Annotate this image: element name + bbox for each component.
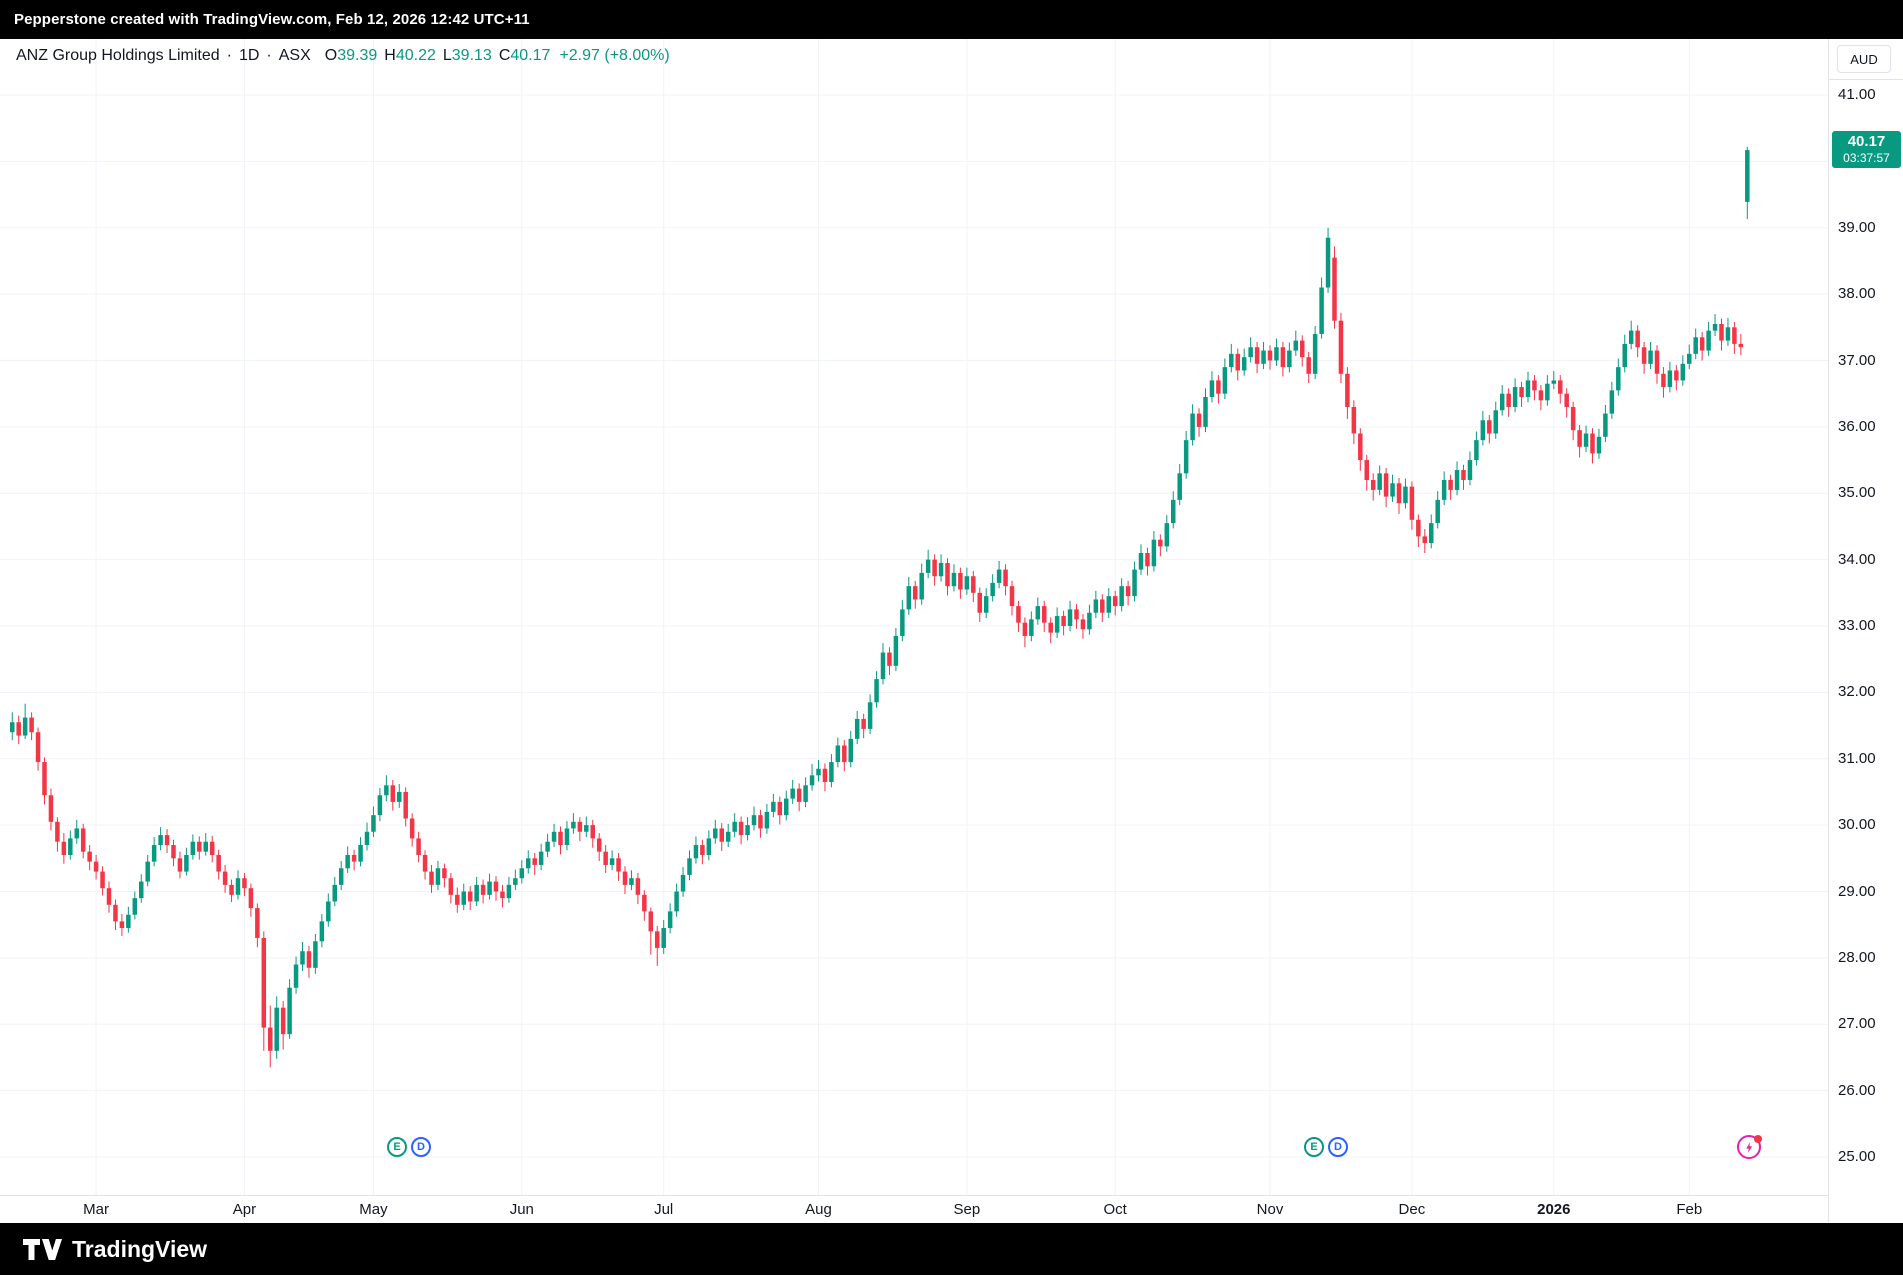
time-label: Jun [509,1201,534,1218]
time-label: Nov [1256,1201,1284,1218]
last-price-value: 40.17 [1847,133,1886,151]
symbol-title[interactable]: ANZ Group Holdings Limited [16,47,220,64]
time-label: Dec [1398,1201,1426,1218]
price-label: 30.00 [1838,816,1876,834]
price-label: 25.00 [1838,1148,1876,1165]
time-axis[interactable]: Mar Apr May Jun Jul Aug Sep Oct Nov Dec 2026 Feb [0,1195,1828,1223]
open-value: 39.39 [337,47,378,64]
price-label: 35.00 [1838,484,1876,502]
price-label: 29.00 [1838,882,1876,900]
price-label: 27.00 [1838,1015,1876,1033]
bar-countdown: 03:37:57 [1843,151,1890,166]
candlestick-chart[interactable] [0,39,1828,1195]
legend-separator: · [226,47,232,64]
change-value: +2.97 (+8.00%) [559,47,670,64]
legend-separator: · [266,47,272,64]
time-label: Apr [232,1201,257,1218]
event-marker-D[interactable]: D [411,1137,431,1157]
open-label: O [324,47,338,64]
price-label: 28.00 [1838,948,1876,966]
attribution-text: Pepperstone created with TradingView.com… [14,11,530,28]
price-label: 33.00 [1838,617,1876,634]
scale-divider [1829,79,1903,80]
price-scale[interactable]: AUD 25.00 26.00 27.00 28.00 29.00 30.00 31.00 3… [1828,39,1903,1223]
price-label: 32.00 [1838,683,1876,701]
time-label: Mar [83,1201,110,1218]
tradingview-logo[interactable]: TradingView [22,1236,207,1263]
price-label: 37.00 [1838,351,1876,369]
tradingview-logomark [23,1238,62,1260]
time-label: Jul [654,1201,674,1218]
price-label: 36.00 [1838,417,1876,435]
currency-button[interactable]: AUD [1837,45,1891,73]
price-label: 31.00 [1838,749,1876,767]
time-label: 2026 [1537,1201,1571,1218]
time-label: Sep [953,1201,981,1218]
low-value: 39.13 [451,47,492,64]
logo-text: TradingView [72,1235,208,1262]
price-label: 41.00 [1838,86,1876,103]
attribution-bar: Pepperstone created with TradingView.com… [0,0,1903,39]
price-label: 26.00 [1838,1081,1876,1099]
lightning-icon [1745,1141,1752,1153]
high-value: 40.22 [395,47,436,64]
symbol-exchange[interactable]: ASX [278,47,311,64]
symbol-interval[interactable]: 1D [238,47,260,64]
close-value: 40.17 [510,47,551,64]
last-price-badge: 40.17 03:37:57 [1832,131,1901,169]
low-label: L [442,47,452,64]
time-label: May [359,1201,388,1218]
event-marker-E[interactable]: E [387,1137,407,1157]
time-label: Aug [805,1201,832,1218]
time-label: Feb [1676,1201,1703,1218]
footer-bar: TradingView [0,1223,1903,1275]
high-label: H [384,47,396,64]
price-label: 39.00 [1838,218,1876,236]
magic-icon[interactable] [1737,1135,1762,1159]
event-marker-E[interactable]: E [1304,1137,1324,1157]
time-label: Oct [1103,1201,1127,1218]
event-marker-D[interactable]: D [1328,1137,1348,1157]
close-label: C [498,47,511,64]
price-label: 34.00 [1838,550,1876,568]
price-label: 38.00 [1838,285,1876,303]
